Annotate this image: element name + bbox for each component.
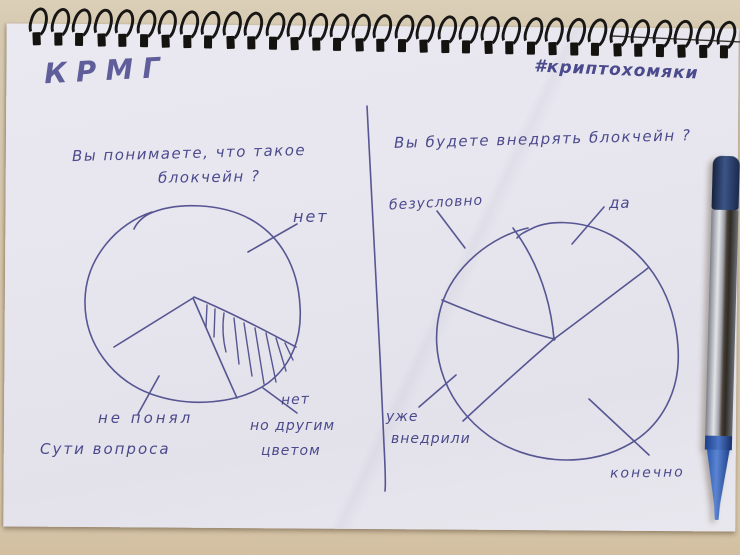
binding-loop [672,18,694,64]
binding-loop [92,6,114,52]
binding-loop [371,12,393,58]
binding-loop [500,14,522,60]
pen-cap [711,155,740,211]
pen-grip-ring [704,435,733,451]
binding-loop [714,18,738,65]
binding-loop [629,17,651,63]
binding-loop [414,13,436,59]
binding-loop [436,13,458,59]
binding-loop [49,5,71,51]
left-pie-label-no: нет [293,207,329,226]
binding-loop [156,8,178,54]
binding-loop [565,15,587,61]
right-pie-label-yes: да [609,194,631,212]
binding-loop [134,7,158,54]
binding-loop [456,13,480,60]
binding-loop [285,10,307,56]
binding-loop [608,16,630,62]
pen-tip [703,450,732,521]
right-pie-label-already-line1: уже [386,409,419,425]
right-pie-label-of-course: конечно [609,464,685,482]
binding-loop [242,9,264,55]
binding-loop [327,11,351,58]
binding-loop [307,10,329,56]
right-pie-label-already-line2: внедрили [391,431,471,447]
binding-loop [521,14,545,61]
binding-loop [113,7,135,53]
left-pie-label-other-color-line3: цветом [261,443,321,459]
binding-loop [650,17,674,64]
left-pie-label-other-color-line2: но другим [250,418,336,434]
binding-loop [27,5,49,51]
binding-loop [178,8,200,54]
binding-loop [479,14,501,60]
left-pie-label-misunderstood-line2: Сути вопроса [40,440,171,458]
binding-loop [70,6,94,53]
binding-loop [350,11,372,57]
left-pie-label-misunderstood-line1: не понял [98,409,194,427]
left-pie-title-line2: блокчейн ? [157,167,261,187]
binding-loop [198,8,222,55]
binding-loop [693,18,715,64]
binding-loop [221,9,243,55]
binding-loop [543,15,565,61]
binding-loop [585,15,609,62]
binding-loop [392,12,416,59]
left-pie-label-other-color-line1: нет [280,391,311,409]
binding-loop [263,9,287,56]
